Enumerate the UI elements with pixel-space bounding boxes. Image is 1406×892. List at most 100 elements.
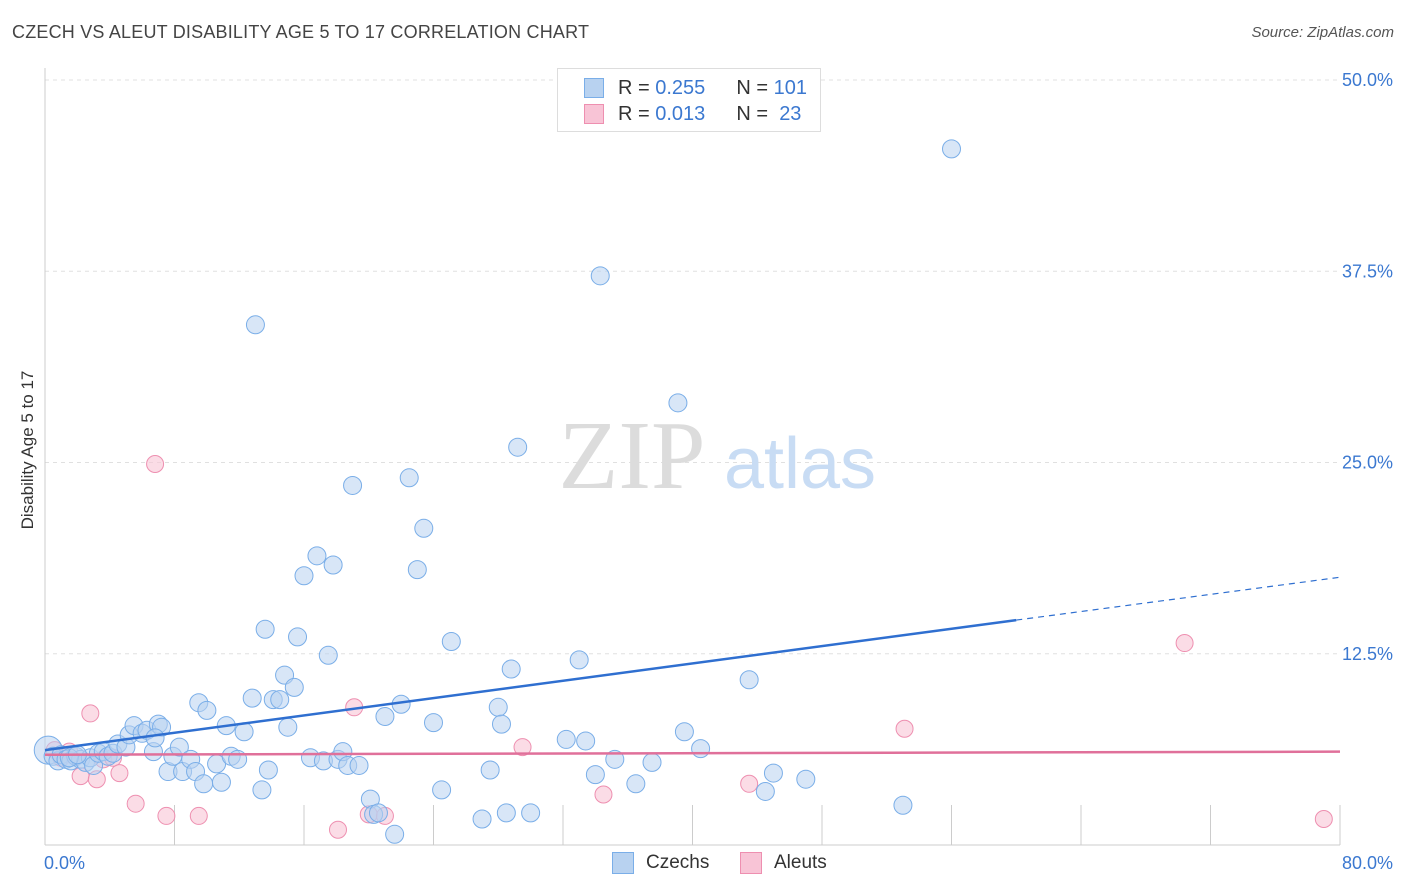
data-point-aleuts xyxy=(146,455,165,474)
data-point-czechs xyxy=(343,475,363,495)
watermark: ZIP atlas xyxy=(559,402,877,510)
data-point-aleuts xyxy=(895,719,914,738)
y-tick-label: 25.0% xyxy=(1342,453,1393,473)
legend-n-value: 23 xyxy=(779,102,802,125)
data-point-czechs xyxy=(576,731,596,751)
data-point-czechs xyxy=(942,139,961,159)
data-point-czechs xyxy=(288,627,308,647)
legend-n-label: N = xyxy=(736,102,769,125)
data-point-czechs xyxy=(501,659,521,679)
legend-r-value: 0.255 xyxy=(655,76,706,99)
data-point-czechs xyxy=(242,688,262,708)
data-point-aleuts xyxy=(328,820,347,839)
y-tick-label: 37.5% xyxy=(1342,261,1393,281)
data-point-czechs xyxy=(755,781,775,801)
data-point-czechs xyxy=(294,566,314,586)
x-tick-label: 80.0% xyxy=(1342,853,1393,873)
legend-n-value: 101 xyxy=(773,76,807,99)
chart-title: CZECH VS ALEUT DISABILITY AGE 5 TO 17 CO… xyxy=(12,22,590,42)
legend-item-aleuts[interactable]: Aleuts xyxy=(740,852,827,874)
data-point-aleuts xyxy=(189,806,208,825)
data-point-czechs xyxy=(472,809,492,829)
trend-lines xyxy=(44,576,1341,756)
data-point-czechs xyxy=(252,780,272,800)
data-point-czechs xyxy=(399,468,419,488)
tick-labels: 12.5% 25.0% 37.5% 50.0% 0.0% 80.0% xyxy=(44,70,1393,873)
correlation-legend: R = 0.255 N = 101 R = 0.013 N = 23 xyxy=(557,68,821,132)
data-point-czechs xyxy=(739,670,759,690)
legend-label-aleuts: Aleuts xyxy=(774,852,827,873)
legend-label-czechs: Czechs xyxy=(646,852,710,873)
data-point-czechs xyxy=(605,749,625,769)
data-point-czechs xyxy=(480,760,500,780)
data-point-czechs xyxy=(556,729,576,749)
data-point-czechs xyxy=(323,555,343,575)
series-legend: Czechs Aleuts xyxy=(0,852,1406,876)
legend-row-czechs: R = 0.255 N = 101 xyxy=(584,76,807,100)
legend-n-label: N = xyxy=(736,76,769,99)
data-point-czechs xyxy=(432,780,452,800)
data-point-aleuts xyxy=(81,704,100,723)
watermark-atlas: atlas xyxy=(724,424,876,504)
data-point-aleuts xyxy=(110,764,129,783)
data-point-czechs xyxy=(375,706,395,726)
data-point-czechs xyxy=(569,650,589,670)
data-point-czechs xyxy=(245,315,265,335)
y-tick-label: 12.5% xyxy=(1342,644,1393,664)
grid-lines xyxy=(45,79,1340,655)
data-point-czechs xyxy=(278,717,298,737)
data-point-aleuts xyxy=(1175,634,1194,653)
trend-line-aleuts xyxy=(44,750,1341,756)
data-point-czechs xyxy=(414,518,434,538)
data-point-czechs xyxy=(424,713,443,733)
data-point-czechs xyxy=(270,690,290,710)
data-point-czechs xyxy=(197,700,217,720)
data-point-aleuts xyxy=(740,774,759,793)
data-point-czechs xyxy=(626,774,646,794)
legend-r-label: R = xyxy=(618,102,650,125)
legend-r-label: R = xyxy=(618,76,650,99)
data-point-czechs xyxy=(211,772,231,792)
legend-r-value: 0.013 xyxy=(655,102,706,125)
legend-swatch-pink xyxy=(584,104,604,124)
x-tick-label: 0.0% xyxy=(44,853,85,873)
source-label: Source: ZipAtlas.com xyxy=(1251,24,1394,41)
data-point-aleuts xyxy=(157,806,176,825)
data-point-czechs xyxy=(496,803,516,823)
data-point-czechs xyxy=(284,677,304,697)
data-point-czechs xyxy=(368,803,388,823)
data-point-czechs xyxy=(521,803,541,823)
data-point-czechs xyxy=(349,755,369,775)
data-point-czechs xyxy=(307,546,327,566)
data-point-czechs xyxy=(763,763,783,783)
data-point-czechs xyxy=(194,774,214,794)
data-point-czechs xyxy=(255,619,275,639)
trend-line-czechs-extension xyxy=(1016,576,1341,621)
data-point-czechs xyxy=(668,393,688,413)
legend-swatch-blue xyxy=(612,852,634,874)
series-czechs-points xyxy=(33,139,961,844)
data-point-aleuts xyxy=(594,785,613,804)
data-point-czechs xyxy=(258,760,278,780)
trend-line-czechs xyxy=(44,618,1017,752)
axes xyxy=(44,68,1341,846)
data-point-czechs xyxy=(407,560,427,580)
legend-row-aleuts: R = 0.013 N = 23 xyxy=(584,102,801,126)
data-point-czechs xyxy=(145,728,165,748)
legend-swatch-blue xyxy=(584,78,604,98)
data-point-czechs xyxy=(590,266,610,286)
legend-item-czechs[interactable]: Czechs xyxy=(612,852,709,874)
data-point-czechs xyxy=(488,697,508,717)
y-tick-label: 50.0% xyxy=(1342,70,1393,90)
watermark-zip: ZIP xyxy=(559,402,706,510)
data-point-czechs xyxy=(674,722,694,742)
data-point-czechs xyxy=(318,645,338,665)
data-point-czechs xyxy=(169,737,189,757)
legend-swatch-pink xyxy=(740,852,762,874)
data-point-aleuts xyxy=(513,738,532,757)
data-point-aleuts xyxy=(1314,809,1333,828)
series-aleuts-points xyxy=(45,455,1333,839)
data-point-czechs xyxy=(642,752,662,772)
data-point-czechs xyxy=(796,769,816,789)
